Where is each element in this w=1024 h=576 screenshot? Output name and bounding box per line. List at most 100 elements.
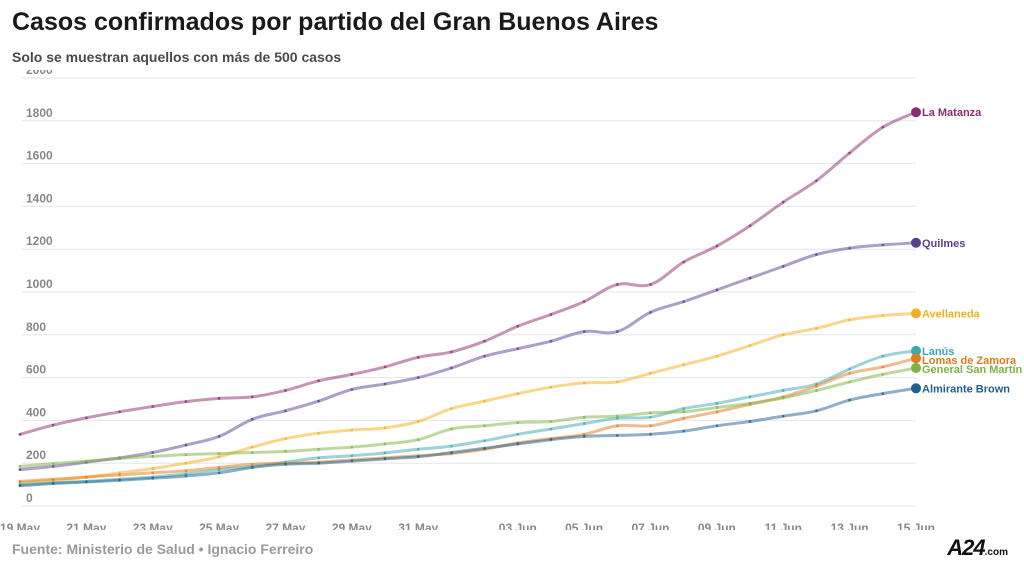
data-point [18, 465, 22, 468]
data-point [682, 429, 686, 433]
data-point [18, 484, 22, 487]
data-point [649, 283, 652, 286]
data-point [616, 414, 619, 418]
data-point [748, 401, 752, 405]
data-point [118, 473, 121, 477]
series-end-marker [911, 345, 921, 356]
a24-logo[interactable]: A24.com [947, 535, 1008, 561]
data-point [250, 466, 254, 469]
data-point [881, 365, 885, 369]
data-point [317, 447, 320, 451]
data-point [51, 423, 55, 427]
data-point [649, 311, 652, 314]
series-line [18, 241, 918, 472]
data-point [217, 466, 221, 469]
data-point [715, 288, 719, 292]
data-point [582, 435, 586, 438]
data-point [682, 410, 686, 414]
data-point [284, 389, 287, 392]
series-end-marker [911, 308, 921, 319]
data-point [616, 380, 619, 384]
data-point [516, 433, 520, 436]
series-end-marker [911, 237, 921, 248]
data-point [549, 427, 553, 431]
data-point [748, 420, 752, 423]
data-point [682, 363, 686, 367]
data-point [317, 461, 320, 465]
data-point [416, 438, 420, 441]
data-point [483, 439, 486, 443]
data-point [450, 350, 453, 354]
y-tick-label: 1200 [26, 234, 53, 248]
series-label: Lanús [922, 346, 954, 358]
data-point [350, 373, 354, 376]
x-tick-label: 09 Jun [698, 521, 736, 530]
data-point [118, 457, 121, 460]
series-label: La Matanza [922, 107, 982, 119]
data-point [682, 300, 686, 303]
data-point [881, 125, 885, 129]
data-point [815, 253, 818, 256]
data-point [416, 455, 420, 459]
data-point [184, 474, 188, 478]
data-point [815, 384, 818, 388]
data-point [416, 447, 420, 451]
series-end-marker [911, 383, 921, 394]
data-point [383, 382, 387, 386]
data-point [549, 420, 553, 423]
data-point [649, 411, 652, 415]
data-point [450, 407, 453, 410]
data-point [881, 243, 885, 247]
data-point [748, 344, 752, 347]
data-point [383, 365, 387, 369]
data-point [549, 438, 553, 441]
data-point [284, 450, 287, 453]
data-point [881, 314, 885, 317]
data-point [450, 366, 453, 370]
line-chart: 0 200 400 600 800 1000 1200 1400 1600 1800 2000 19 … [0, 70, 1023, 530]
data-point [881, 373, 885, 376]
data-point [715, 401, 719, 405]
data-point [815, 389, 818, 392]
data-point [781, 333, 785, 337]
series-end-marker [911, 107, 921, 118]
series-label: Almirante Brown [922, 383, 1010, 395]
data-point [184, 461, 188, 465]
data-point [118, 410, 121, 414]
data-point [383, 442, 387, 446]
data-point [748, 395, 752, 399]
data-point [616, 283, 619, 286]
data-point [250, 462, 254, 466]
y-tick-label: 0 [26, 491, 33, 505]
data-point [350, 445, 354, 449]
series-line [18, 386, 918, 488]
y-tick-label: 1600 [26, 149, 53, 163]
y-tick-label: 600 [26, 363, 46, 377]
data-point [18, 468, 22, 471]
data-point [748, 224, 752, 227]
data-point [649, 372, 652, 375]
series-line [18, 349, 918, 487]
data-point [217, 471, 221, 475]
data-point [549, 385, 553, 389]
y-tick-label: 800 [26, 320, 46, 334]
data-point [350, 388, 354, 391]
data-point [516, 392, 520, 395]
data-point [715, 424, 719, 428]
data-point [781, 389, 785, 392]
series-line [18, 311, 918, 484]
data-point [51, 465, 55, 468]
data-point [383, 457, 387, 461]
data-point [848, 151, 851, 155]
x-tick-label: 27 May [265, 521, 305, 530]
logo-domain: .com [984, 547, 1008, 558]
data-point [483, 424, 486, 428]
data-point [516, 324, 520, 328]
data-point [151, 405, 155, 408]
data-point [317, 399, 320, 403]
data-point [450, 451, 453, 454]
data-point [483, 446, 486, 450]
x-tick-label: 03 Jun [499, 521, 537, 530]
data-point [350, 428, 354, 432]
data-point [350, 459, 354, 463]
